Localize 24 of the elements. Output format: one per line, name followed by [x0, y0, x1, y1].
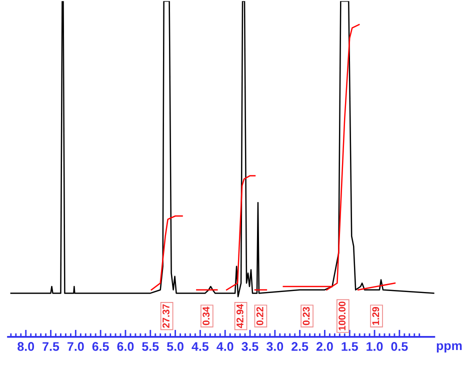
x-axis-title: ppm [436, 343, 462, 353]
annotation: 0.34 [202, 306, 210, 326]
annotation: 42.94 [236, 304, 244, 328]
x-tick-label: 8.0 [18, 342, 34, 351]
x-tick-label: 1.5 [342, 342, 358, 351]
x-tick-label: 4.0 [216, 342, 234, 351]
annotation: 0.22 [256, 306, 264, 326]
x-tick-label: 3.5 [242, 342, 258, 351]
x-tick-label: 6.0 [117, 342, 134, 351]
x-tick-label: 7.0 [68, 342, 84, 351]
x-tick-label: 1.0 [366, 342, 383, 351]
x-tick-label: 3.0 [266, 342, 284, 351]
annotation: 100.00 [338, 302, 346, 330]
x-tick-label: 7.5 [42, 342, 60, 351]
annotation: 27.37 [162, 304, 170, 328]
x-tick-label: 6.5 [92, 342, 109, 351]
x-tick-label: 5.5 [142, 342, 159, 351]
annotation: 0.23 [302, 306, 310, 326]
x-tick-label: 2.5 [292, 342, 308, 351]
x-tick-label: 5.0 [166, 342, 184, 351]
x-tick-label: 4.5 [192, 342, 209, 351]
annotation: 1.29 [372, 306, 380, 325]
x-tick-label: 0.5 [391, 342, 408, 351]
x-tick-label: 2.0 [316, 342, 333, 351]
